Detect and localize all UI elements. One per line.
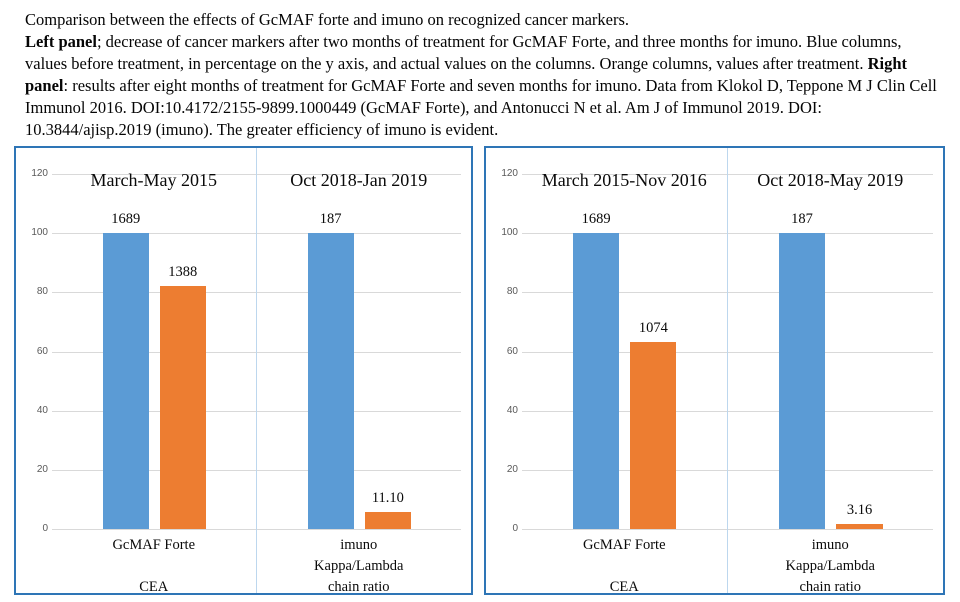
bar-value-label: 1074 [638, 320, 668, 337]
after-treatment-bar [630, 342, 677, 529]
plot-area: March-May 2015 1689 1388 GcMAF Forte CEA Oct … [52, 148, 462, 595]
x-axis-label-line: CEA [139, 579, 169, 595]
gridline [52, 292, 461, 294]
caption-right-panel-text: : results after eight months of treatmen… [25, 76, 937, 139]
x-axis-label-line [522, 556, 727, 577]
y-axis-tick-label: 0 [512, 523, 518, 534]
y-axis-tick-label: 60 [506, 345, 518, 357]
gridline [52, 410, 461, 412]
y-axis-tick-label: 80 [36, 286, 48, 298]
x-axis-label-line: chain ratio [799, 579, 862, 595]
period-title: Oct 2018-May 2019 [757, 170, 904, 190]
bar-value-label: 11.10 [371, 489, 404, 506]
gridline [52, 529, 461, 530]
bar-value-label: 3.16 [846, 501, 873, 518]
chart-group-gcmaf: March 2015-Nov 2016 1689 1074 GcMAF Forte CE… [522, 148, 728, 595]
before-treatment-bar [102, 233, 149, 529]
after-treatment-bar [836, 523, 883, 529]
x-axis-label-line [52, 556, 256, 577]
y-axis-tick-label: 60 [36, 345, 48, 357]
x-axis-label-line: GcMAF Forte [582, 537, 666, 553]
period-title: March 2015-Nov 2016 [541, 170, 707, 190]
chart-panel-right: 120 100 80 60 40 20 0 March 2015-Nov 2016 1689 10… [484, 146, 945, 595]
before-treatment-bar [778, 233, 826, 529]
x-axis-label-line: chain ratio [327, 579, 390, 595]
gridline [522, 469, 933, 471]
bar-value-label: 1689 [111, 211, 141, 228]
gridline [52, 469, 461, 471]
chart-group-imuno: Oct 2018-May 2019 187 3.16 imuno Kappa/Lambd… [728, 148, 934, 595]
gridline [522, 351, 933, 353]
gridline [52, 351, 461, 353]
chart-panel-left: 120 100 80 60 40 20 0 March-May 2015 1689 1388 GcM… [14, 146, 473, 595]
bar-value-label: 187 [791, 211, 813, 228]
y-axis-tick-label: 80 [506, 286, 518, 298]
chart-group-gcmaf: March-May 2015 1689 1388 GcMAF Forte CEA [52, 148, 257, 595]
caption-line-1: Comparison between the effects of GcMAF … [25, 10, 630, 29]
caption-right-panel-label: Right panel [25, 54, 907, 95]
x-axis-label-line: imuno [811, 537, 849, 553]
x-axis-label-line: GcMAF Forte [112, 537, 196, 553]
gridline [522, 529, 933, 530]
chart-group-imuno: Oct 2018-Jan 2019 187 11.10 imuno Kappa/Lamb… [257, 148, 462, 595]
x-axis-label-line: CEA [609, 579, 639, 595]
y-axis-tick-label: 100 [31, 227, 48, 239]
gridline [522, 410, 933, 412]
bar-value-label: 187 [319, 211, 342, 228]
x-axis-label: imuno Kappa/Lambda chain ratio [728, 535, 934, 598]
caption-left-panel-label: Left panel [25, 32, 97, 51]
plot-area: March 2015-Nov 2016 1689 1074 GcMAF Forte CE… [522, 148, 934, 595]
y-axis-tick-label: 0 [42, 523, 48, 534]
y-axis-tick-label: 40 [506, 404, 518, 416]
before-treatment-bar [573, 233, 620, 529]
y-axis-tick-label: 40 [36, 404, 48, 416]
y-axis-tick-label: 100 [501, 227, 518, 239]
figure-caption: Comparison between the effects of GcMAF … [25, 9, 940, 141]
x-axis-label: GcMAF Forte CEA [52, 535, 256, 598]
x-axis-label-line: Kappa/Lambda [314, 558, 404, 574]
y-axis-tick-label: 120 [31, 168, 48, 179]
before-treatment-bar [307, 233, 354, 529]
caption-left-panel-text: ; decrease of cancer markers after two m… [25, 32, 902, 73]
caption-body: Left panel; decrease of cancer markers a… [25, 31, 940, 141]
after-treatment-bar [159, 285, 206, 529]
bar-value-label: 1388 [168, 263, 198, 280]
x-axis-label-line: imuno [340, 537, 378, 553]
x-axis-label: GcMAF Forte CEA [522, 535, 727, 598]
gridline [52, 233, 461, 235]
y-axis-tick-label: 120 [501, 168, 518, 179]
y-axis-tick-label: 20 [36, 463, 48, 475]
gridline [522, 233, 933, 235]
gridline [52, 174, 461, 175]
x-axis-label-line: Kappa/Lambda [785, 558, 875, 574]
gridline [522, 174, 933, 175]
bar-value-label: 1689 [581, 211, 611, 228]
after-treatment-bar [364, 511, 411, 529]
y-axis-tick-label: 20 [506, 463, 518, 475]
x-axis-label: imuno Kappa/Lambda chain ratio [257, 535, 462, 598]
period-title: Oct 2018-Jan 2019 [290, 170, 428, 190]
gridline [522, 292, 933, 294]
period-title: March-May 2015 [90, 170, 217, 190]
